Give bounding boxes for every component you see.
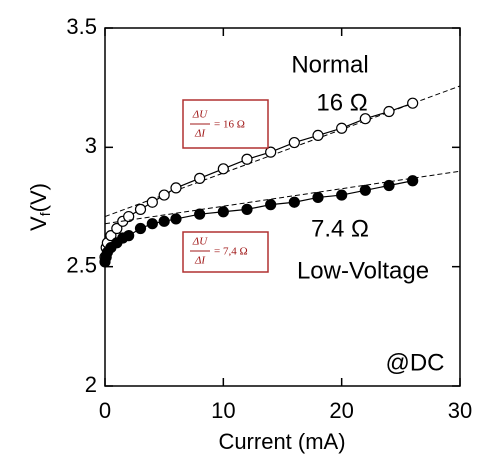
resistance-low: 7.4 Ω bbox=[311, 215, 369, 242]
y-tick-label: 2.5 bbox=[66, 252, 97, 277]
x-tick-label: 30 bbox=[448, 398, 472, 423]
x-axis-label: Current (mA) bbox=[218, 429, 345, 454]
formula-num: ΔU bbox=[192, 109, 208, 121]
y-label-unit: (V) bbox=[26, 183, 51, 212]
point bbox=[383, 105, 395, 118]
point bbox=[312, 191, 324, 204]
point bbox=[134, 203, 147, 215]
y-label-main: Vf(V) bbox=[26, 183, 53, 231]
point bbox=[170, 182, 182, 194]
y-label-sub: f bbox=[37, 212, 53, 216]
point bbox=[265, 199, 277, 211]
point bbox=[241, 203, 253, 215]
point bbox=[158, 215, 170, 227]
point bbox=[336, 122, 348, 134]
y-tick-label: 3.5 bbox=[66, 14, 97, 39]
y-tick-label: 2 bbox=[85, 372, 97, 397]
point bbox=[123, 210, 135, 223]
point bbox=[217, 206, 229, 218]
x-tick-label: 0 bbox=[99, 398, 111, 423]
point bbox=[288, 136, 300, 149]
point bbox=[105, 230, 117, 242]
resistance-normal: 16 Ω bbox=[316, 89, 367, 116]
point bbox=[194, 208, 206, 220]
x-tick-label: 10 bbox=[211, 398, 235, 423]
point bbox=[336, 189, 348, 201]
formula-low-box: ΔU ΔI = 7,4 Ω bbox=[182, 231, 269, 273]
y-label-v: V bbox=[26, 216, 51, 231]
point bbox=[134, 222, 147, 235]
point bbox=[111, 222, 123, 235]
legend-low: Low-Voltage bbox=[297, 257, 429, 284]
point bbox=[241, 153, 253, 165]
plot-frame bbox=[104, 27, 461, 387]
point bbox=[407, 175, 419, 187]
condition: @DC bbox=[385, 349, 444, 376]
point bbox=[312, 129, 324, 141]
formula-result: = 16 Ω bbox=[214, 119, 245, 131]
fit-line bbox=[104, 170, 461, 225]
point bbox=[265, 146, 277, 158]
point bbox=[123, 230, 135, 242]
x-tick-label: 20 bbox=[329, 398, 353, 423]
dc-bg bbox=[356, 345, 458, 383]
point bbox=[194, 172, 206, 184]
formula-result: = 7,4 Ω bbox=[214, 246, 248, 258]
formula-den: ΔI bbox=[194, 128, 206, 140]
point bbox=[288, 196, 300, 208]
formula-den: ΔI bbox=[194, 255, 206, 267]
point bbox=[359, 184, 371, 196]
point bbox=[146, 196, 158, 208]
point bbox=[170, 213, 182, 225]
point bbox=[383, 179, 395, 192]
point bbox=[407, 97, 419, 109]
formula-num: ΔU bbox=[192, 236, 208, 248]
point bbox=[359, 113, 371, 125]
point bbox=[158, 189, 170, 201]
y-tick-label: 3 bbox=[85, 133, 97, 158]
point bbox=[217, 163, 229, 175]
legend-normal: Normal bbox=[291, 51, 368, 78]
formula-normal-box: ΔU ΔI = 16 Ω bbox=[182, 99, 269, 149]
point bbox=[146, 218, 158, 230]
formula-frame bbox=[182, 231, 269, 273]
y-axis-label: Vf(V) bbox=[26, 183, 53, 231]
